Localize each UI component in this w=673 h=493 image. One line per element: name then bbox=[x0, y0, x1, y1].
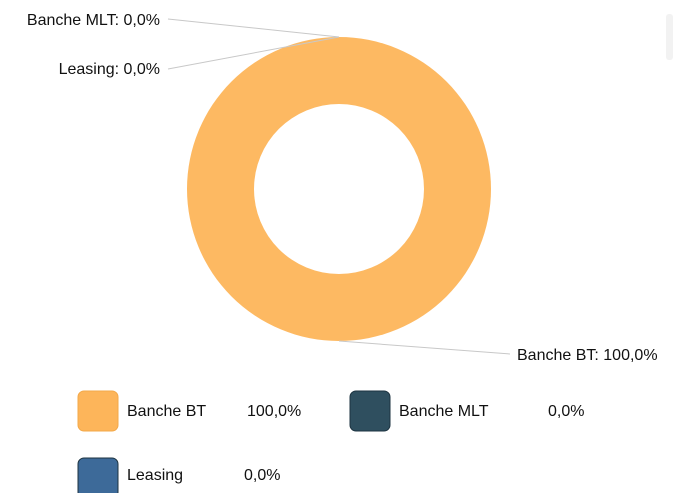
legend-label: Banche MLT bbox=[399, 403, 489, 420]
scroll-hint bbox=[666, 14, 673, 60]
data-label: Banche BT: 100,0% bbox=[517, 347, 658, 364]
data-label: Banche MLT: 0,0% bbox=[27, 12, 160, 29]
legend-label: Banche BT bbox=[127, 403, 206, 420]
legend-value: 0,0% bbox=[548, 403, 584, 420]
legend-swatch bbox=[77, 457, 119, 493]
data-label: Leasing: 0,0% bbox=[59, 61, 160, 78]
leader-line bbox=[167, 18, 340, 38]
leader-line bbox=[338, 340, 511, 355]
legend-label: Leasing bbox=[127, 467, 183, 484]
legend-value: 100,0% bbox=[247, 403, 301, 420]
legend-swatch bbox=[77, 390, 119, 432]
legend-value: 0,0% bbox=[244, 467, 280, 484]
leader-line bbox=[167, 36, 340, 70]
donut-slice bbox=[187, 37, 491, 341]
legend-swatch bbox=[349, 390, 391, 432]
